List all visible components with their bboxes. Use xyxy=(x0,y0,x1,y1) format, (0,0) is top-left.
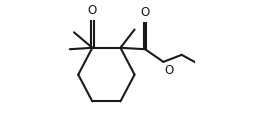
Text: O: O xyxy=(87,4,97,17)
Text: O: O xyxy=(163,64,172,77)
Text: O: O xyxy=(140,6,149,19)
